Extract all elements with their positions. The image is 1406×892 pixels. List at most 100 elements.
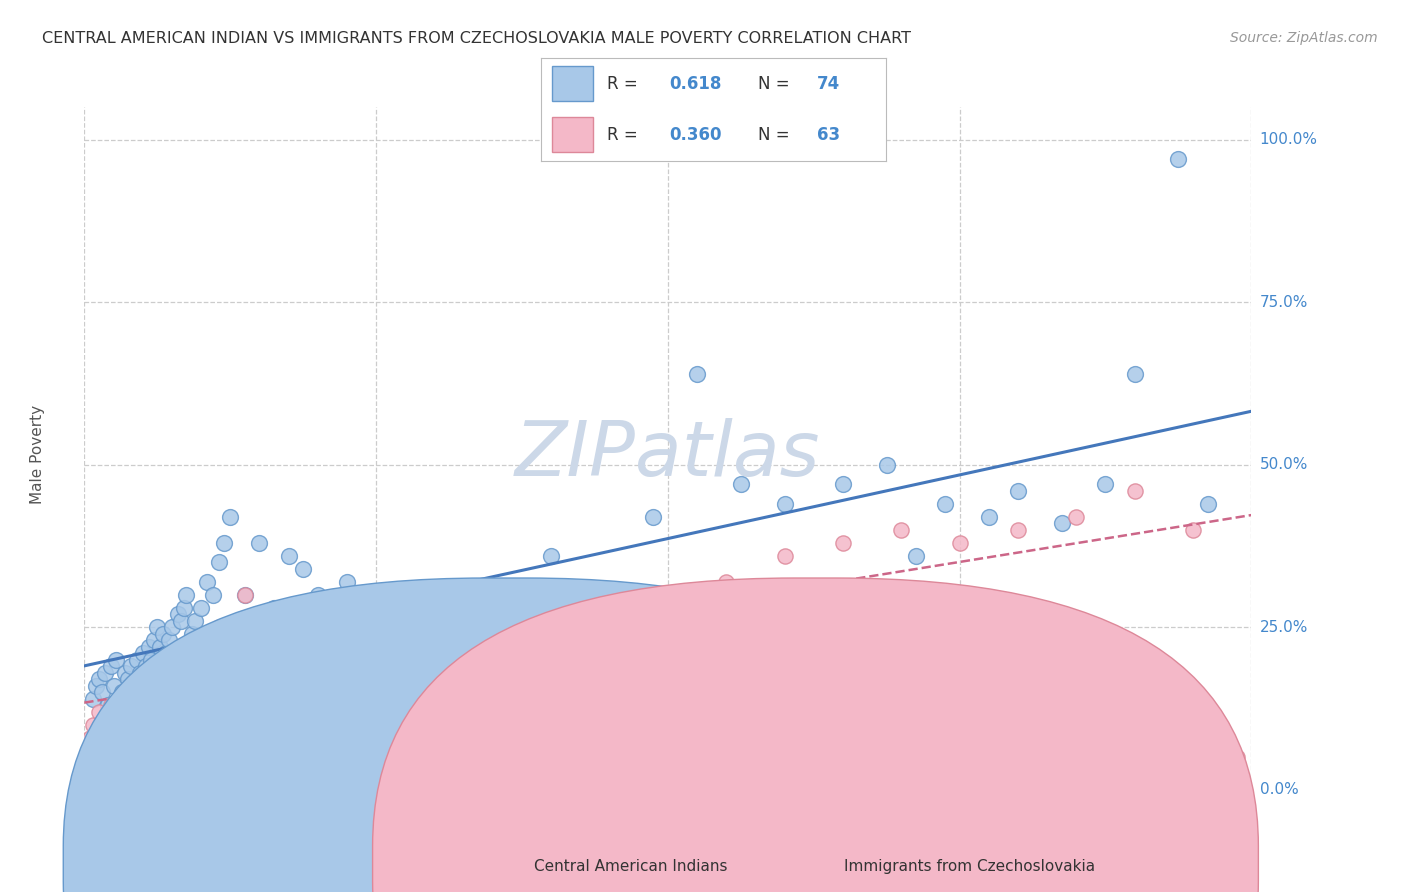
Text: N =: N = bbox=[758, 126, 796, 144]
Point bbox=[190, 653, 212, 667]
Point bbox=[948, 535, 970, 549]
Text: ZIPatlas: ZIPatlas bbox=[515, 418, 821, 491]
Point bbox=[190, 600, 212, 615]
Point bbox=[1181, 523, 1204, 537]
Point bbox=[233, 588, 256, 602]
Point bbox=[423, 620, 446, 634]
Point bbox=[1050, 516, 1073, 531]
Point bbox=[128, 665, 150, 680]
Point bbox=[160, 665, 183, 680]
Point bbox=[105, 653, 128, 667]
Text: Immigrants from Czechoslovakia: Immigrants from Czechoslovakia bbox=[844, 859, 1095, 873]
Point bbox=[111, 724, 134, 739]
Point bbox=[219, 509, 242, 524]
Point bbox=[111, 685, 134, 699]
Text: 100.0%: 100.0% bbox=[1260, 132, 1317, 147]
Point bbox=[132, 685, 155, 699]
Point bbox=[1007, 523, 1029, 537]
Point bbox=[977, 509, 1000, 524]
Point bbox=[233, 588, 256, 602]
Text: 63: 63 bbox=[817, 126, 839, 144]
Point bbox=[394, 691, 416, 706]
Point bbox=[510, 640, 533, 654]
Point bbox=[599, 588, 621, 602]
Text: Male Poverty: Male Poverty bbox=[30, 405, 45, 505]
Point bbox=[100, 659, 122, 673]
Point bbox=[117, 672, 139, 686]
Text: 40.0%: 40.0% bbox=[1204, 822, 1251, 838]
Point bbox=[1197, 497, 1219, 511]
Point bbox=[143, 633, 166, 648]
Bar bbox=[551, 118, 593, 153]
Point bbox=[350, 600, 373, 615]
Point bbox=[247, 659, 270, 673]
Point bbox=[117, 691, 139, 706]
Point bbox=[181, 626, 204, 640]
Point bbox=[1226, 750, 1249, 764]
Point bbox=[277, 549, 299, 563]
Point bbox=[184, 614, 207, 628]
Point bbox=[307, 665, 329, 680]
Point bbox=[832, 535, 855, 549]
Point bbox=[321, 614, 343, 628]
Point bbox=[94, 711, 117, 725]
Point bbox=[87, 705, 110, 719]
Point bbox=[540, 549, 562, 563]
Point bbox=[128, 711, 150, 725]
Bar bbox=[551, 66, 593, 101]
Text: R =: R = bbox=[607, 75, 643, 93]
Point bbox=[141, 653, 163, 667]
Point bbox=[97, 737, 120, 751]
Point bbox=[108, 705, 131, 719]
Point bbox=[103, 679, 125, 693]
Point bbox=[100, 698, 122, 713]
Point bbox=[207, 555, 229, 569]
Point bbox=[890, 523, 912, 537]
Text: 75.0%: 75.0% bbox=[1260, 294, 1308, 310]
Text: 0.360: 0.360 bbox=[669, 126, 721, 144]
Point bbox=[569, 620, 592, 634]
Point bbox=[79, 731, 101, 745]
Point bbox=[135, 659, 157, 673]
Point bbox=[125, 653, 148, 667]
Point bbox=[94, 665, 117, 680]
Point bbox=[481, 665, 505, 680]
Point bbox=[219, 653, 242, 667]
Text: R =: R = bbox=[607, 126, 643, 144]
Point bbox=[832, 477, 855, 491]
Point bbox=[366, 626, 388, 640]
Point bbox=[143, 691, 166, 706]
Point bbox=[394, 600, 416, 615]
Point bbox=[481, 640, 505, 654]
Point bbox=[155, 646, 177, 660]
Point bbox=[166, 679, 188, 693]
Point bbox=[114, 711, 136, 725]
Text: CENTRAL AMERICAN INDIAN VS IMMIGRANTS FROM CZECHOSLOVAKIA MALE POVERTY CORRELATI: CENTRAL AMERICAN INDIAN VS IMMIGRANTS FR… bbox=[42, 31, 911, 46]
Point bbox=[122, 718, 145, 732]
Point bbox=[366, 640, 388, 654]
Point bbox=[82, 691, 104, 706]
Point bbox=[201, 588, 224, 602]
Point bbox=[643, 509, 665, 524]
Text: Source: ZipAtlas.com: Source: ZipAtlas.com bbox=[1230, 31, 1378, 45]
Point bbox=[90, 685, 112, 699]
Point bbox=[120, 659, 142, 673]
Point bbox=[1066, 509, 1088, 524]
Point bbox=[247, 535, 270, 549]
Point bbox=[160, 620, 183, 634]
Point bbox=[336, 626, 359, 640]
Text: 74: 74 bbox=[817, 75, 841, 93]
Point bbox=[423, 750, 446, 764]
Point bbox=[169, 614, 191, 628]
Point bbox=[292, 562, 315, 576]
Text: 0.0%: 0.0% bbox=[1260, 782, 1298, 797]
Point bbox=[103, 718, 125, 732]
Point bbox=[773, 497, 796, 511]
Point bbox=[686, 367, 709, 381]
Point bbox=[730, 477, 752, 491]
Point bbox=[84, 744, 107, 758]
Point bbox=[214, 535, 236, 549]
Point bbox=[122, 679, 145, 693]
Point bbox=[149, 640, 172, 654]
Point bbox=[1123, 483, 1146, 498]
